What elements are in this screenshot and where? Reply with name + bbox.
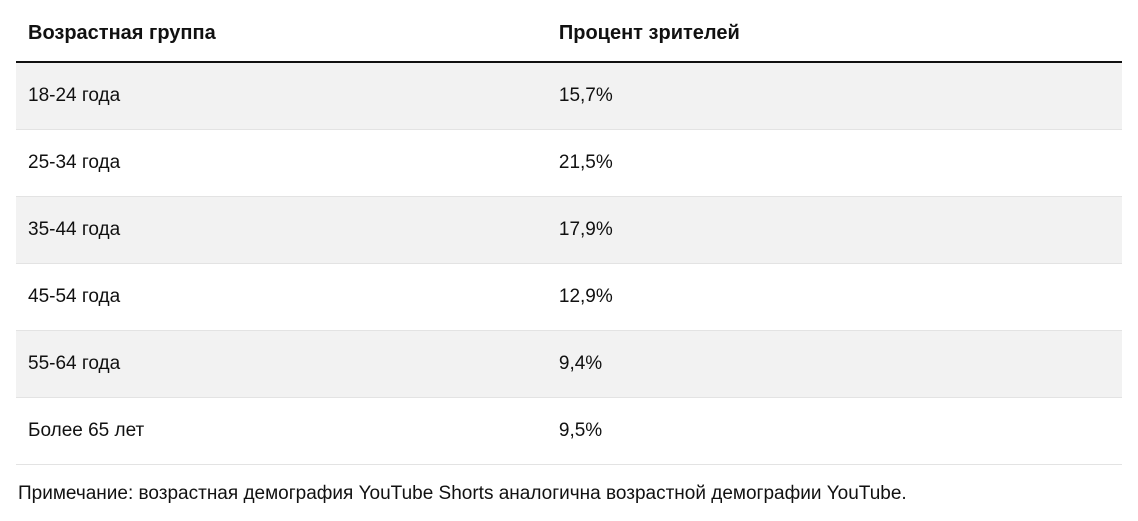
table-row: 55-64 года 9,4% [16,331,1122,398]
cell-age: 45-54 года [16,264,547,331]
col-header-percent: Процент зрителей [547,8,1122,62]
demographics-table: Возрастная группа Процент зрителей 18-24… [16,8,1122,465]
cell-percent: 9,5% [547,398,1122,465]
col-header-age: Возрастная группа [16,8,547,62]
table-row: 25-34 года 21,5% [16,130,1122,197]
cell-age: 18-24 года [16,62,547,130]
table-footnote: Примечание: возрастная демография YouTub… [16,465,1122,505]
cell-percent: 12,9% [547,264,1122,331]
table-row: 35-44 года 17,9% [16,197,1122,264]
table-row: Более 65 лет 9,5% [16,398,1122,465]
cell-age: 25-34 года [16,130,547,197]
cell-percent: 15,7% [547,62,1122,130]
cell-age: 55-64 года [16,331,547,398]
cell-percent: 9,4% [547,331,1122,398]
table-header-row: Возрастная группа Процент зрителей [16,8,1122,62]
cell-age: 35-44 года [16,197,547,264]
cell-percent: 17,9% [547,197,1122,264]
cell-age: Более 65 лет [16,398,547,465]
table-container: Возрастная группа Процент зрителей 18-24… [0,0,1138,521]
table-row: 45-54 года 12,9% [16,264,1122,331]
cell-percent: 21,5% [547,130,1122,197]
table-row: 18-24 года 15,7% [16,62,1122,130]
